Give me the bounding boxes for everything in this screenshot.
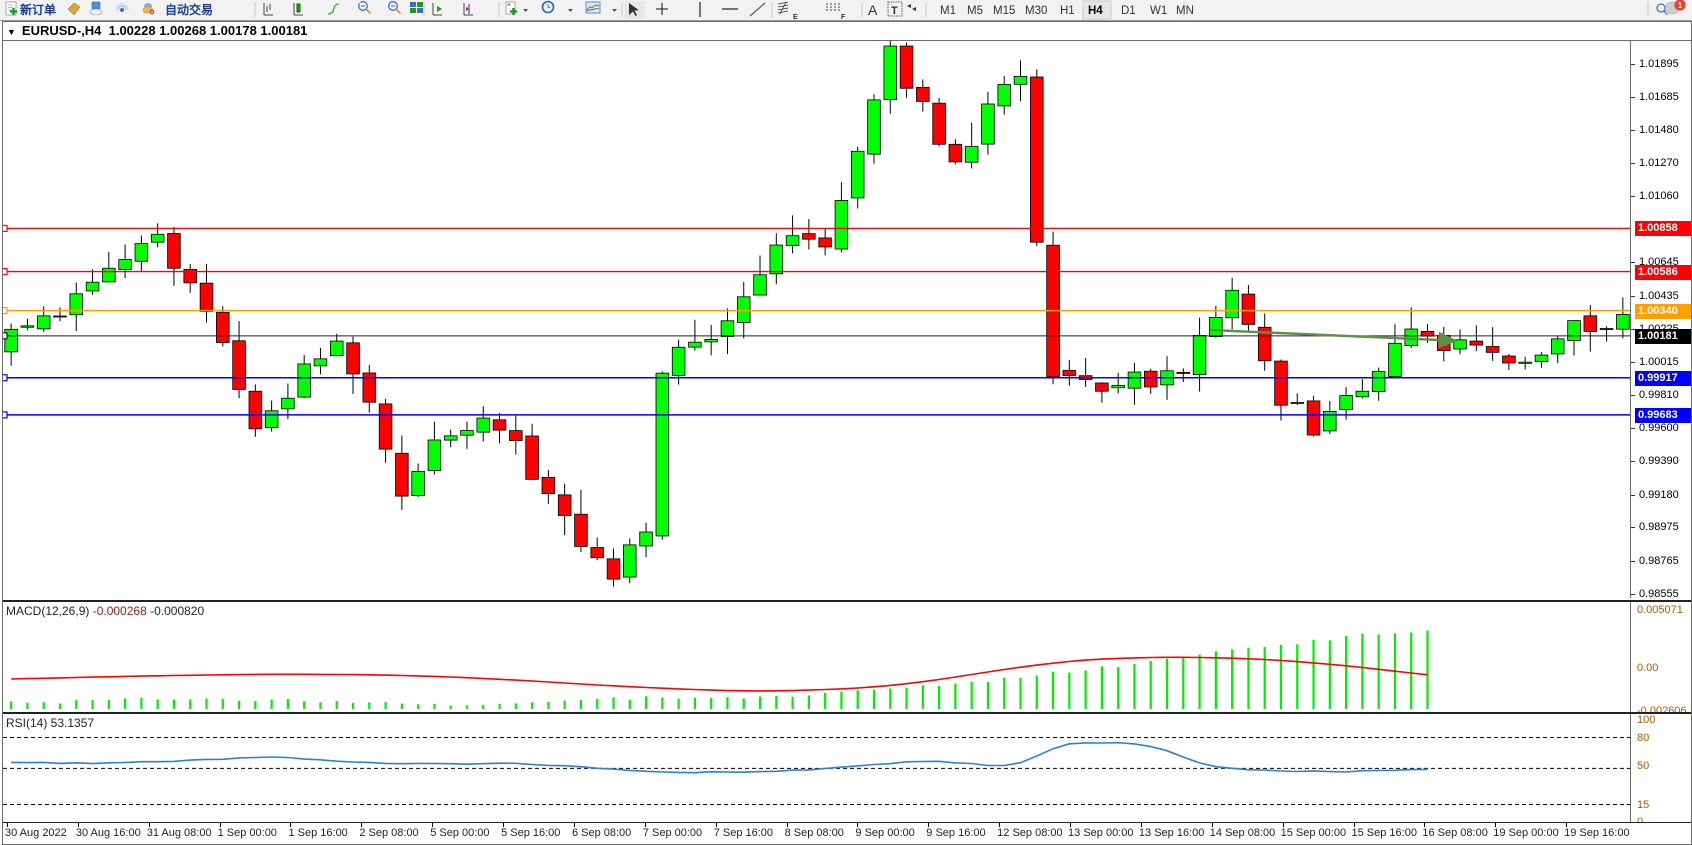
svg-text:T: T [891,5,898,17]
svg-text:M15: M15 [993,5,1015,17]
svg-text:新订单: 新订单 [20,2,56,17]
svg-text:自动交易: 自动交易 [165,2,213,17]
svg-text:1: 1 [1678,1,1683,10]
svg-text:D1: D1 [1121,5,1136,17]
svg-text:A: A [868,2,878,18]
svg-text:MN: MN [1176,5,1194,17]
svg-text:H4: H4 [1088,5,1103,17]
svg-text:H1: H1 [1060,5,1075,17]
svg-text:M5: M5 [967,5,983,17]
svg-text:W1: W1 [1150,5,1167,17]
svg-text:F: F [841,14,846,20]
svg-text:M30: M30 [1025,5,1047,17]
svg-text:E: E [793,14,798,20]
svg-text:M1: M1 [940,5,956,17]
